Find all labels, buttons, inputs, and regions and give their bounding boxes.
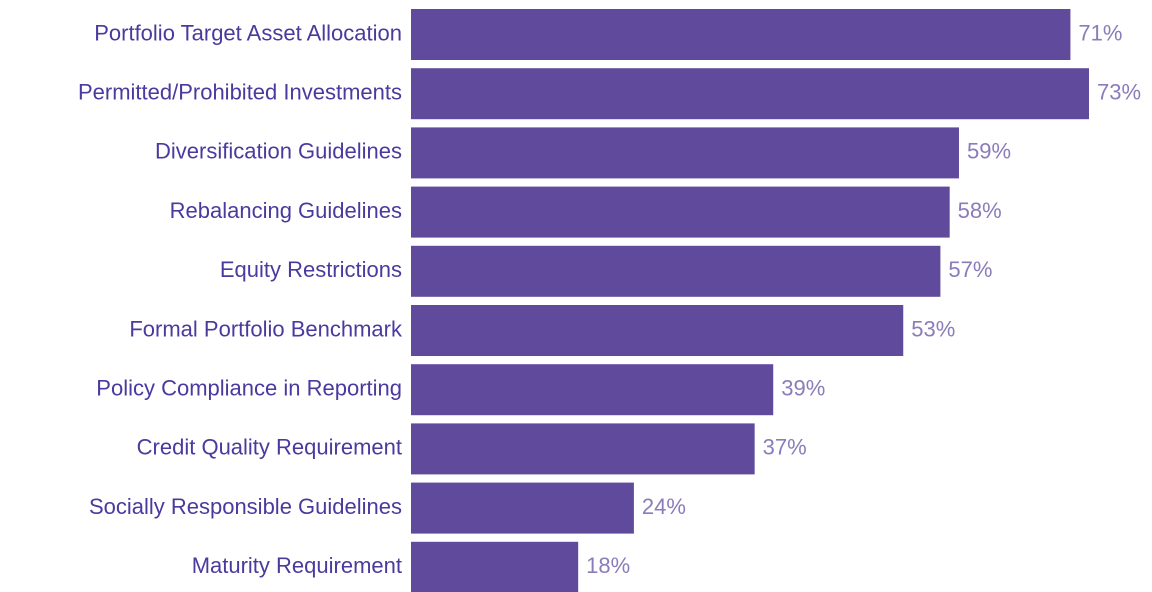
- category-label: Permitted/Prohibited Investments: [78, 80, 402, 105]
- category-label: Policy Compliance in Reporting: [96, 376, 402, 401]
- bar: [411, 305, 904, 356]
- bar: [411, 423, 755, 475]
- bar: [411, 482, 634, 534]
- value-label: 59%: [967, 139, 1011, 164]
- value-label: 39%: [781, 376, 825, 401]
- category-label: Equity Restrictions: [220, 257, 402, 282]
- value-label: 71%: [1078, 20, 1122, 45]
- value-label: 58%: [958, 198, 1002, 223]
- bar: [411, 9, 1071, 60]
- bar: [411, 127, 959, 179]
- category-label: Socially Responsible Guidelines: [89, 494, 402, 519]
- value-label: 57%: [948, 257, 992, 282]
- category-label: Maturity Requirement: [192, 553, 402, 578]
- value-label: 24%: [642, 494, 686, 519]
- category-label: Portfolio Target Asset Allocation: [94, 20, 402, 45]
- value-label: 37%: [763, 435, 807, 460]
- bar: [411, 541, 579, 592]
- category-label: Diversification Guidelines: [155, 139, 402, 164]
- bar: [411, 186, 950, 238]
- category-label: Credit Quality Requirement: [137, 435, 402, 460]
- value-label: 18%: [586, 553, 630, 578]
- bar: [411, 68, 1089, 120]
- category-label: Formal Portfolio Benchmark: [129, 316, 403, 341]
- value-label: 53%: [911, 316, 955, 341]
- category-label: Rebalancing Guidelines: [170, 198, 402, 223]
- bar: [411, 245, 941, 297]
- value-label: 73%: [1097, 80, 1141, 105]
- bar: [411, 364, 774, 416]
